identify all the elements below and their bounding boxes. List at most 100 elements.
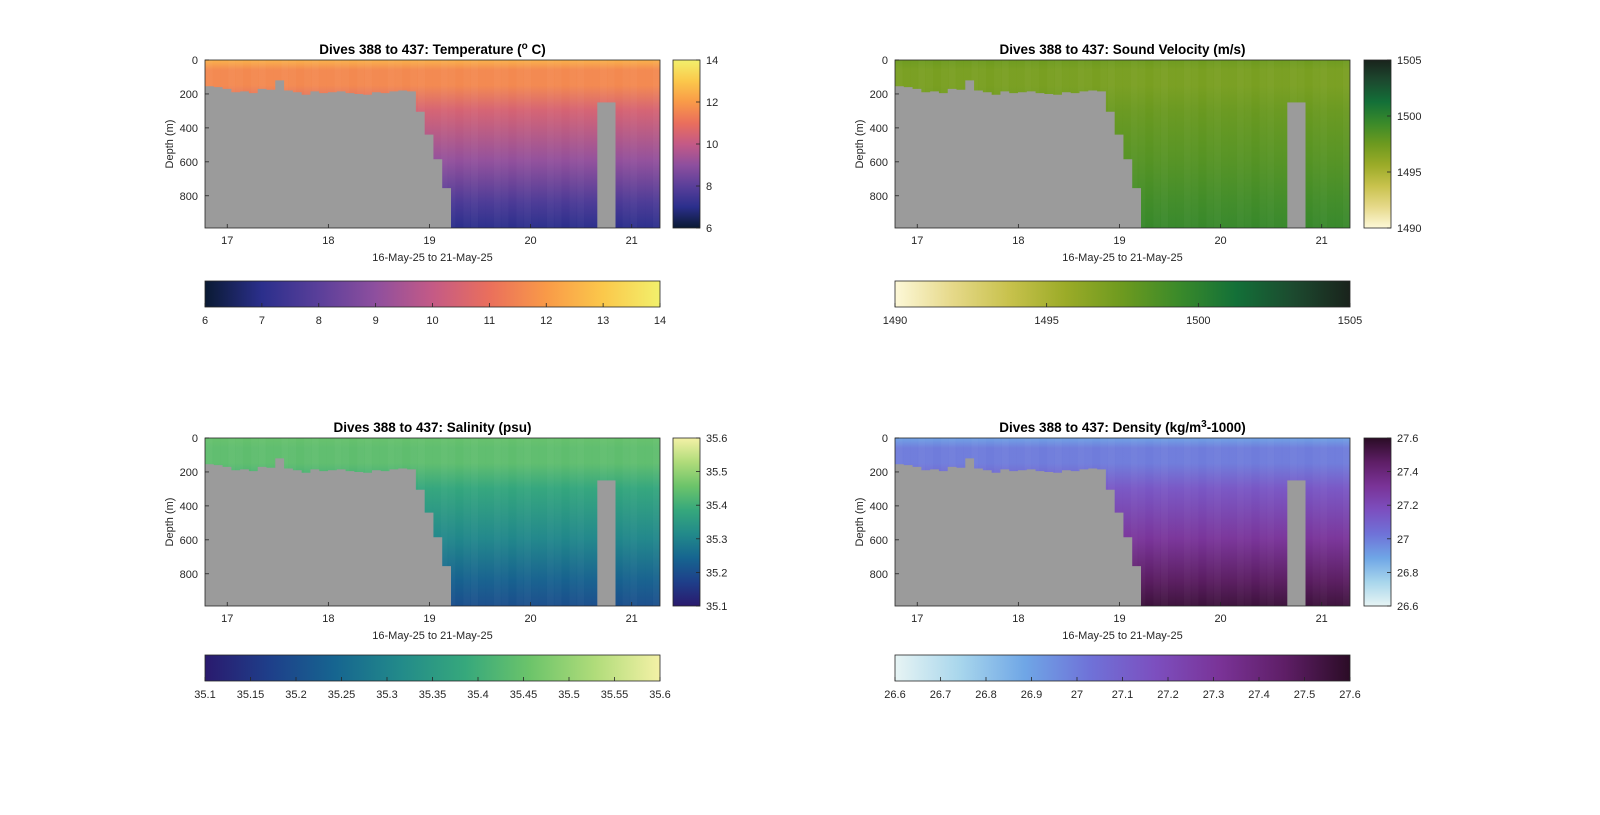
hcolorbar-tick-label: 35.15 [237,689,265,701]
x-tick-label: 21 [1316,613,1328,625]
hcolorbar-tick-label: 8 [316,315,322,327]
colorbar-tick-label: 35.5 [706,467,727,479]
colorbar-tick-label: 10 [706,139,718,151]
no-data-region [895,458,1150,606]
data-column [614,60,623,228]
y-tick-label: 400 [870,123,888,135]
data-column [1137,60,1146,228]
x-tick-label: 17 [911,613,923,625]
data-column [1274,60,1283,228]
data-column [584,60,593,228]
hcolorbar-tick-label: 27.5 [1294,689,1315,701]
y-tick-label: 200 [870,89,888,101]
colorbar-tick-label: 26.8 [1397,567,1418,579]
data-column [485,438,494,606]
data-column [1198,60,1207,228]
y-tick-label: 0 [882,55,888,67]
hcolorbar-tick-label: 10 [426,315,438,327]
data-column [1160,438,1169,606]
heatmap-area [205,438,660,606]
x-axis-label: 16-May-25 to 21-May-25 [372,630,492,642]
data-column [1175,438,1184,606]
data-column [1168,438,1177,606]
data-column [1243,438,1253,606]
data-column [462,438,472,606]
y-tick-label: 800 [870,191,888,203]
colorbar-tick-label: 35.6 [706,433,727,445]
data-column [515,60,525,228]
data-column [569,438,578,606]
x-tick-label: 19 [423,235,435,247]
colorbar-tick-label: 1495 [1397,167,1421,179]
hcolorbar-tick-label: 35.6 [649,689,670,701]
data-column [1168,60,1177,228]
colorbar-horizontal [894,280,1351,308]
y-axis-label: Depth (m) [164,498,176,547]
title-end: -1000) [1207,420,1246,435]
colorbar-vertical [1363,437,1392,607]
hcolorbar-tick-label: 1505 [1338,315,1362,327]
data-column [644,60,654,228]
x-tick-label: 20 [524,613,536,625]
data-column [1160,60,1169,228]
y-tick-label: 600 [180,535,198,547]
data-column [546,438,555,606]
y-tick-label: 600 [180,157,198,169]
data-column [531,60,540,228]
colorbar-tick-label: 27 [1397,534,1409,546]
data-column [1228,438,1237,606]
data-column [1266,438,1275,606]
panel-3: Dives 388 to 437: Salinity (psu) 17 18 19 20… [164,420,727,701]
data-column [1251,60,1260,228]
data-column [629,438,638,606]
y-tick-label: 0 [192,433,198,445]
panel-title: Dives 388 to 437: Salinity (psu) [333,420,531,435]
data-column [1130,438,1139,606]
data-column [1342,438,1350,606]
data-column [485,60,494,228]
data-column [591,438,600,606]
data-column [546,60,555,228]
y-tick-label: 200 [870,467,888,479]
data-column [569,60,578,228]
data-column [1319,438,1328,606]
panel-4: Dives 388 to 437: Density (kg/m3-1000) 17… [854,419,1418,702]
data-column [584,438,593,606]
colorbar-tick-label: 35.3 [706,534,727,546]
hcolorbar-tick-label: 35.2 [285,689,306,701]
data-column [1259,60,1268,228]
colorbar-vertical [1363,59,1392,229]
hcolorbar-tick-label: 9 [373,315,379,327]
title-main: Dives 388 to 437: Salinity (psu) [333,420,531,435]
hcolorbar-tick-label: 26.9 [1021,689,1042,701]
data-column [1342,60,1350,228]
data-column [493,438,502,606]
x-tick-label: 21 [626,235,638,247]
data-column [1236,438,1245,606]
data-column [652,60,660,228]
data-column [470,438,479,606]
hcolorbar-tick-label: 13 [597,315,609,327]
data-column [1319,60,1328,228]
hcolorbar-tick-label: 1500 [1186,315,1210,327]
x-tick-label: 19 [1113,235,1125,247]
y-axis-label: Depth (m) [854,120,866,169]
colorbar-tick-label: 35.2 [706,567,727,579]
no-data-gap [597,480,616,606]
data-column [1190,438,1199,606]
x-tick-label: 17 [911,235,923,247]
panel-title: Dives 388 to 437: Density (kg/m3-1000) [999,419,1245,436]
x-tick-label: 21 [1316,235,1328,247]
data-column [591,60,600,228]
y-tick-label: 800 [180,569,198,581]
hcolorbar-tick-label: 35.1 [194,689,215,701]
data-column [1145,438,1154,606]
data-column [523,60,532,228]
data-column [1213,60,1222,228]
data-column [576,60,585,228]
data-column [500,438,509,606]
data-column [1122,438,1131,606]
data-column [652,438,660,606]
x-tick-label: 17 [221,235,233,247]
